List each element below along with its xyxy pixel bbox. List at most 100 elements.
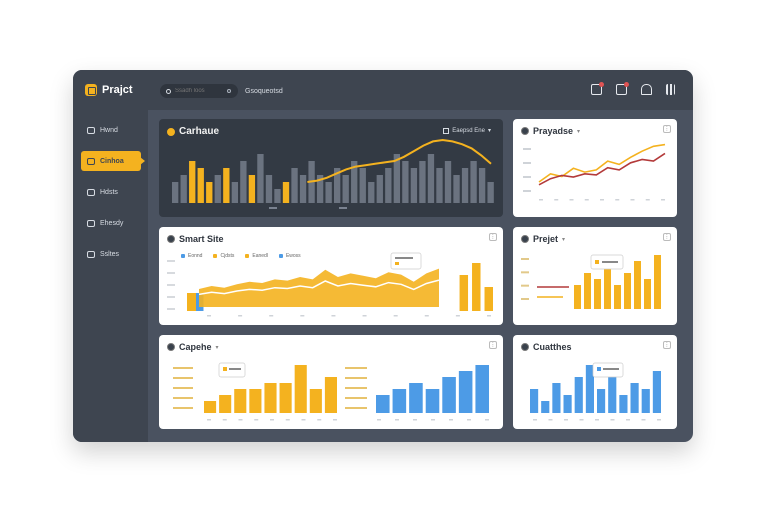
- clear-icon[interactable]: [227, 89, 231, 93]
- bar: [351, 161, 358, 203]
- y-tick-label: [523, 190, 531, 192]
- bar: [359, 168, 366, 203]
- bar: [231, 182, 239, 203]
- x-tick-label: [431, 419, 435, 421]
- y-tick-label: [173, 377, 193, 379]
- card-bottom-left: Capehe ▾ ⋮: [159, 335, 503, 429]
- more-icon[interactable]: ⋮: [663, 125, 671, 133]
- bar: [458, 371, 473, 413]
- x-tick-label: [238, 419, 243, 421]
- bar-chart: [173, 362, 489, 421]
- bar: [294, 365, 307, 413]
- bar: [604, 267, 611, 309]
- x-tick-label: [485, 419, 489, 421]
- sidebar-nav: Hwnd Cinhoa Hdsts Ehesdy Ssltes: [81, 120, 145, 275]
- bar: [265, 175, 273, 203]
- y-tick-label: [167, 260, 175, 262]
- legend-item[interactable]: Ewoss: [278, 253, 301, 259]
- bar: [530, 389, 539, 413]
- more-icon[interactable]: ⋮: [663, 233, 671, 241]
- bar: [594, 279, 601, 309]
- card-bottom-right: Cuatthes ⋮: [513, 335, 677, 429]
- tooltip-swatch: [595, 260, 599, 264]
- x-tick-label: [424, 315, 429, 317]
- more-icon[interactable]: ⋮: [489, 341, 497, 349]
- bar: [316, 175, 324, 203]
- bar: [206, 182, 213, 203]
- notes-icon[interactable]: [591, 82, 604, 95]
- bar: [563, 395, 572, 413]
- y-tick-label: [521, 298, 529, 300]
- x-tick-label: [449, 419, 453, 421]
- tooltip-text: [229, 368, 241, 370]
- sidebar-item-active[interactable]: Cinhoa: [81, 151, 145, 171]
- y-tick-label: [345, 367, 367, 369]
- sidebar-item-settings[interactable]: Ssltes: [81, 244, 141, 264]
- x-tick-label: [285, 419, 290, 421]
- site-icon: [167, 235, 175, 243]
- y-tick-label: [167, 296, 175, 298]
- y-tick-label: [523, 176, 531, 178]
- users-icon: [87, 188, 95, 196]
- date-dropdown[interactable]: Eaepsd Ene ▾: [443, 127, 491, 134]
- x-tick-label: [238, 315, 243, 317]
- legend-item[interactable]: Eonnd: [181, 253, 202, 259]
- x-tick-label: [533, 419, 537, 421]
- bar: [214, 175, 221, 203]
- bar: [652, 371, 661, 413]
- x-tick-label: [641, 419, 646, 421]
- search-input[interactable]: [175, 88, 223, 94]
- bar: [470, 161, 477, 203]
- bell-icon[interactable]: [641, 84, 652, 95]
- card-title: Prejet: [533, 234, 559, 244]
- sidebar-item-users[interactable]: Hdsts: [81, 182, 141, 202]
- card-title: Capehe: [179, 342, 212, 352]
- bar: [187, 293, 196, 311]
- bar: [453, 175, 460, 203]
- inbox-icon[interactable]: [616, 82, 629, 95]
- bar: [472, 263, 481, 311]
- bar: [641, 389, 650, 413]
- sidebar-item-home[interactable]: Hwnd: [81, 120, 141, 140]
- bar: [409, 383, 423, 413]
- search-box[interactable]: [160, 84, 238, 98]
- bar: [392, 389, 407, 413]
- top-icons: [591, 82, 675, 95]
- x-tick-label: [269, 207, 277, 209]
- bar: [393, 154, 401, 203]
- logo-text: Prajct: [102, 84, 133, 96]
- bar: [644, 279, 651, 309]
- logo[interactable]: Prajct: [85, 84, 133, 96]
- bar: [324, 377, 337, 413]
- x-tick-label: [362, 315, 367, 317]
- y-tick-label: [521, 284, 529, 287]
- bar: [552, 383, 561, 413]
- series-line: [307, 138, 492, 183]
- bar: [427, 154, 435, 203]
- bar: [425, 389, 440, 413]
- sidebar-item-label: Ehesdy: [100, 219, 124, 227]
- legend-item[interactable]: Eanedl: [245, 253, 268, 259]
- y-tick-label: [345, 387, 367, 389]
- file-icon: [87, 219, 95, 227]
- bar: [597, 389, 606, 413]
- bar: [444, 161, 452, 203]
- x-tick-label: [301, 419, 306, 421]
- chevron-down-icon[interactable]: ▾: [577, 128, 581, 135]
- chevron-down-icon[interactable]: ▾: [562, 236, 566, 243]
- legend-item[interactable]: Cjdsts: [213, 253, 234, 259]
- more-icon[interactable]: ⋮: [663, 341, 671, 349]
- more-icon[interactable]: ⋮: [489, 233, 497, 241]
- x-tick-label: [610, 419, 615, 421]
- bar: [584, 273, 591, 309]
- x-tick-label: [222, 419, 227, 421]
- sidebar-item-file[interactable]: Ehesdy: [81, 213, 141, 233]
- bar: [410, 168, 418, 203]
- sliders-icon[interactable]: [666, 84, 675, 95]
- chevron-down-icon[interactable]: ▾: [215, 344, 219, 351]
- bar: [172, 182, 179, 203]
- bar: [541, 401, 550, 413]
- bar: [325, 182, 332, 203]
- card-title: Cuatthes: [533, 342, 572, 352]
- bar: [291, 168, 298, 203]
